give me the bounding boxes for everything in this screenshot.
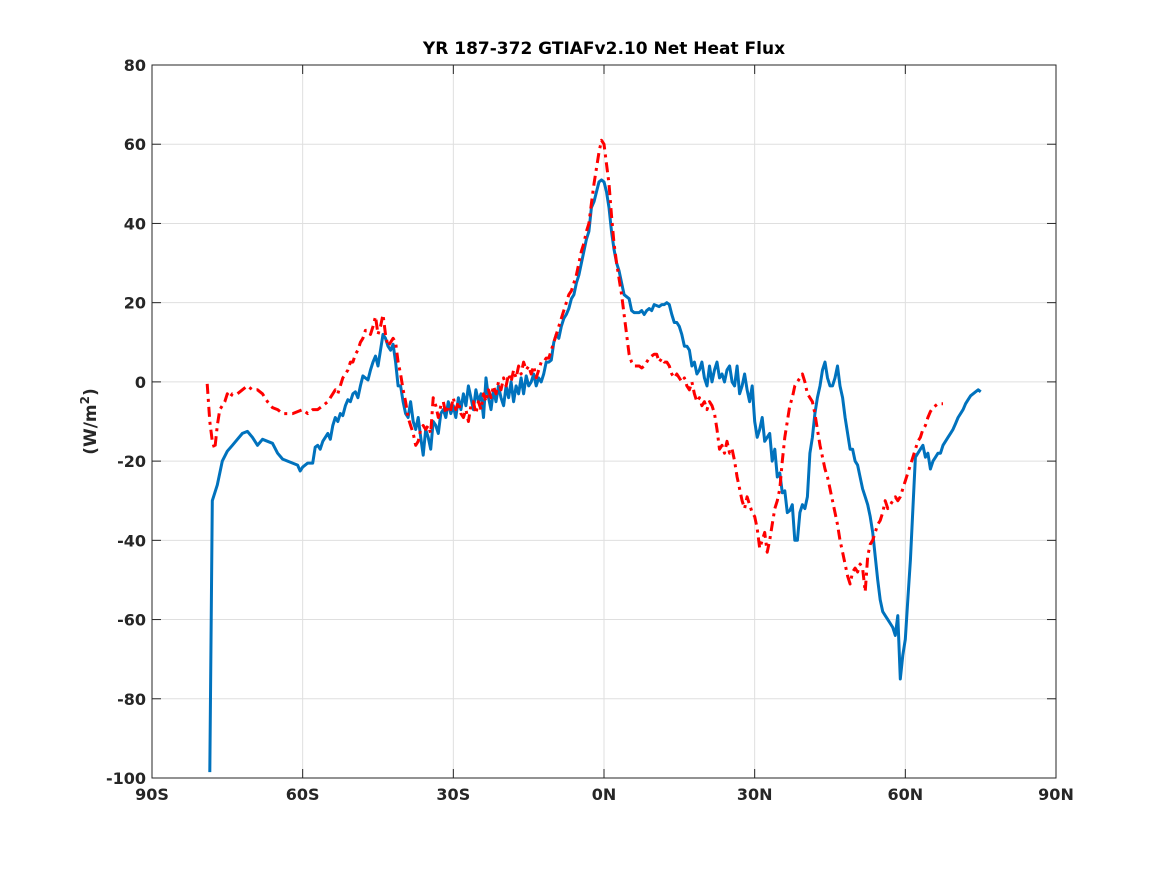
ticks: 90S 60S 30S 0N 30N 60N 90N 80 60 40 20 0 -20 -40 -60 -8… [106,56,1074,804]
y-tick-label: 0 [135,373,146,392]
grid [152,65,1056,778]
y-axis-label-prefix: (W/m [81,404,101,454]
x-tick-label: 30N [737,785,773,804]
x-tick-label: 90N [1038,785,1074,804]
x-tick-label: 0N [592,785,617,804]
y-tick-label: 40 [124,214,146,233]
series-line-1 [208,178,982,773]
y-tick-label: -20 [117,452,146,471]
y-tick-label: 20 [124,294,146,313]
y-tick-label: 60 [124,135,146,154]
x-tick-label: 60N [888,785,924,804]
y-axis-label-suffix: ) [81,388,101,396]
x-tick-label: 90S [135,785,169,804]
x-tick-label: 30S [436,785,470,804]
chart-title: YR 187-372 GTIAFv2.10 Net Heat Flux [422,39,785,59]
series-group [205,138,982,773]
y-tick-label: -60 [117,611,146,630]
y-tick-label: -80 [117,690,146,709]
y-axis-label-superscript: 2 [78,396,92,404]
y-axis-label: (W/m2) [78,388,101,455]
x-tick-label: 60S [286,785,320,804]
series-line-2 [205,138,943,594]
y-tick-label: -100 [106,769,146,788]
y-tick-label: -40 [117,531,146,550]
y-tick-label: 80 [124,56,146,75]
